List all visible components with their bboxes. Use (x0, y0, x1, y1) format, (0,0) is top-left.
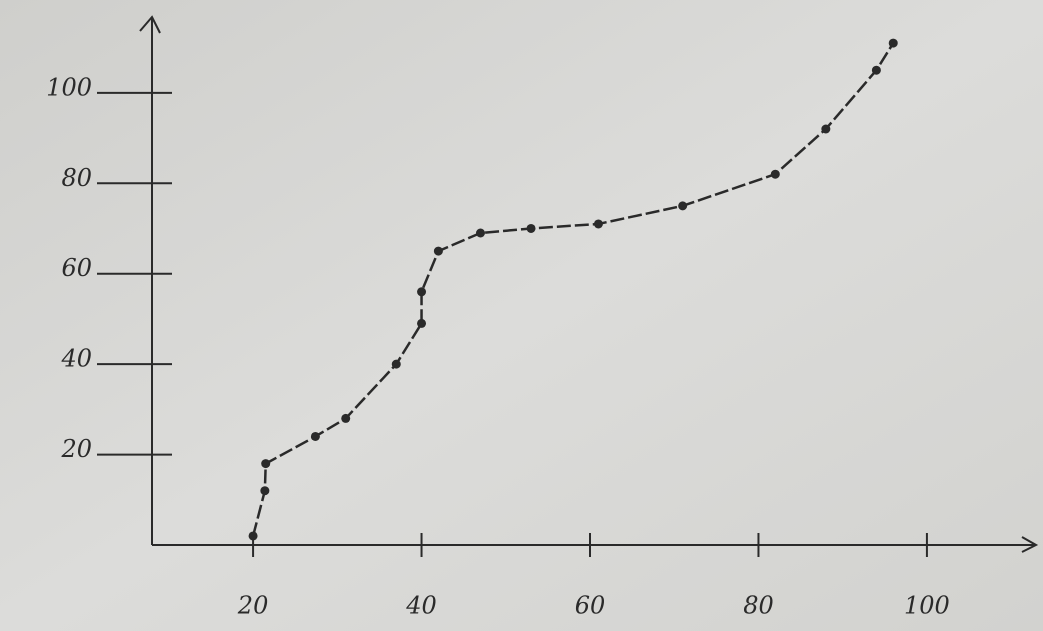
y-tick-label: 80 (61, 164, 92, 192)
data-point (889, 39, 898, 48)
x-tick-label: 40 (405, 592, 437, 620)
x-tick-label: 20 (237, 592, 269, 620)
x-tick-label: 80 (743, 592, 774, 620)
chart: 20 40 60 80 100 20 40 60 80 100 (0, 0, 1043, 631)
data-point (261, 459, 270, 468)
y-tick-label: 100 (46, 73, 92, 101)
data-point (417, 319, 426, 328)
data-point (872, 66, 881, 75)
data-point (476, 229, 485, 238)
y-tick-label: 40 (60, 345, 92, 373)
page: {"chart_data": {"type": "line", "x": [20… (0, 0, 1043, 631)
x-tick-label: 100 (904, 592, 950, 620)
data-point (527, 224, 536, 233)
data-point (341, 414, 350, 423)
data-point (821, 125, 830, 134)
y-tick-label: 60 (61, 254, 92, 282)
data-point (771, 170, 780, 179)
paper (0, 0, 1043, 631)
data-point (417, 287, 426, 296)
data-point (249, 531, 258, 540)
x-tick-label: 60 (575, 592, 606, 620)
data-point (434, 247, 443, 256)
data-point (594, 219, 603, 228)
data-point (311, 432, 320, 441)
data-point (392, 360, 401, 369)
y-tick-label: 20 (60, 435, 92, 463)
data-point (678, 201, 687, 210)
data-point (260, 486, 269, 495)
